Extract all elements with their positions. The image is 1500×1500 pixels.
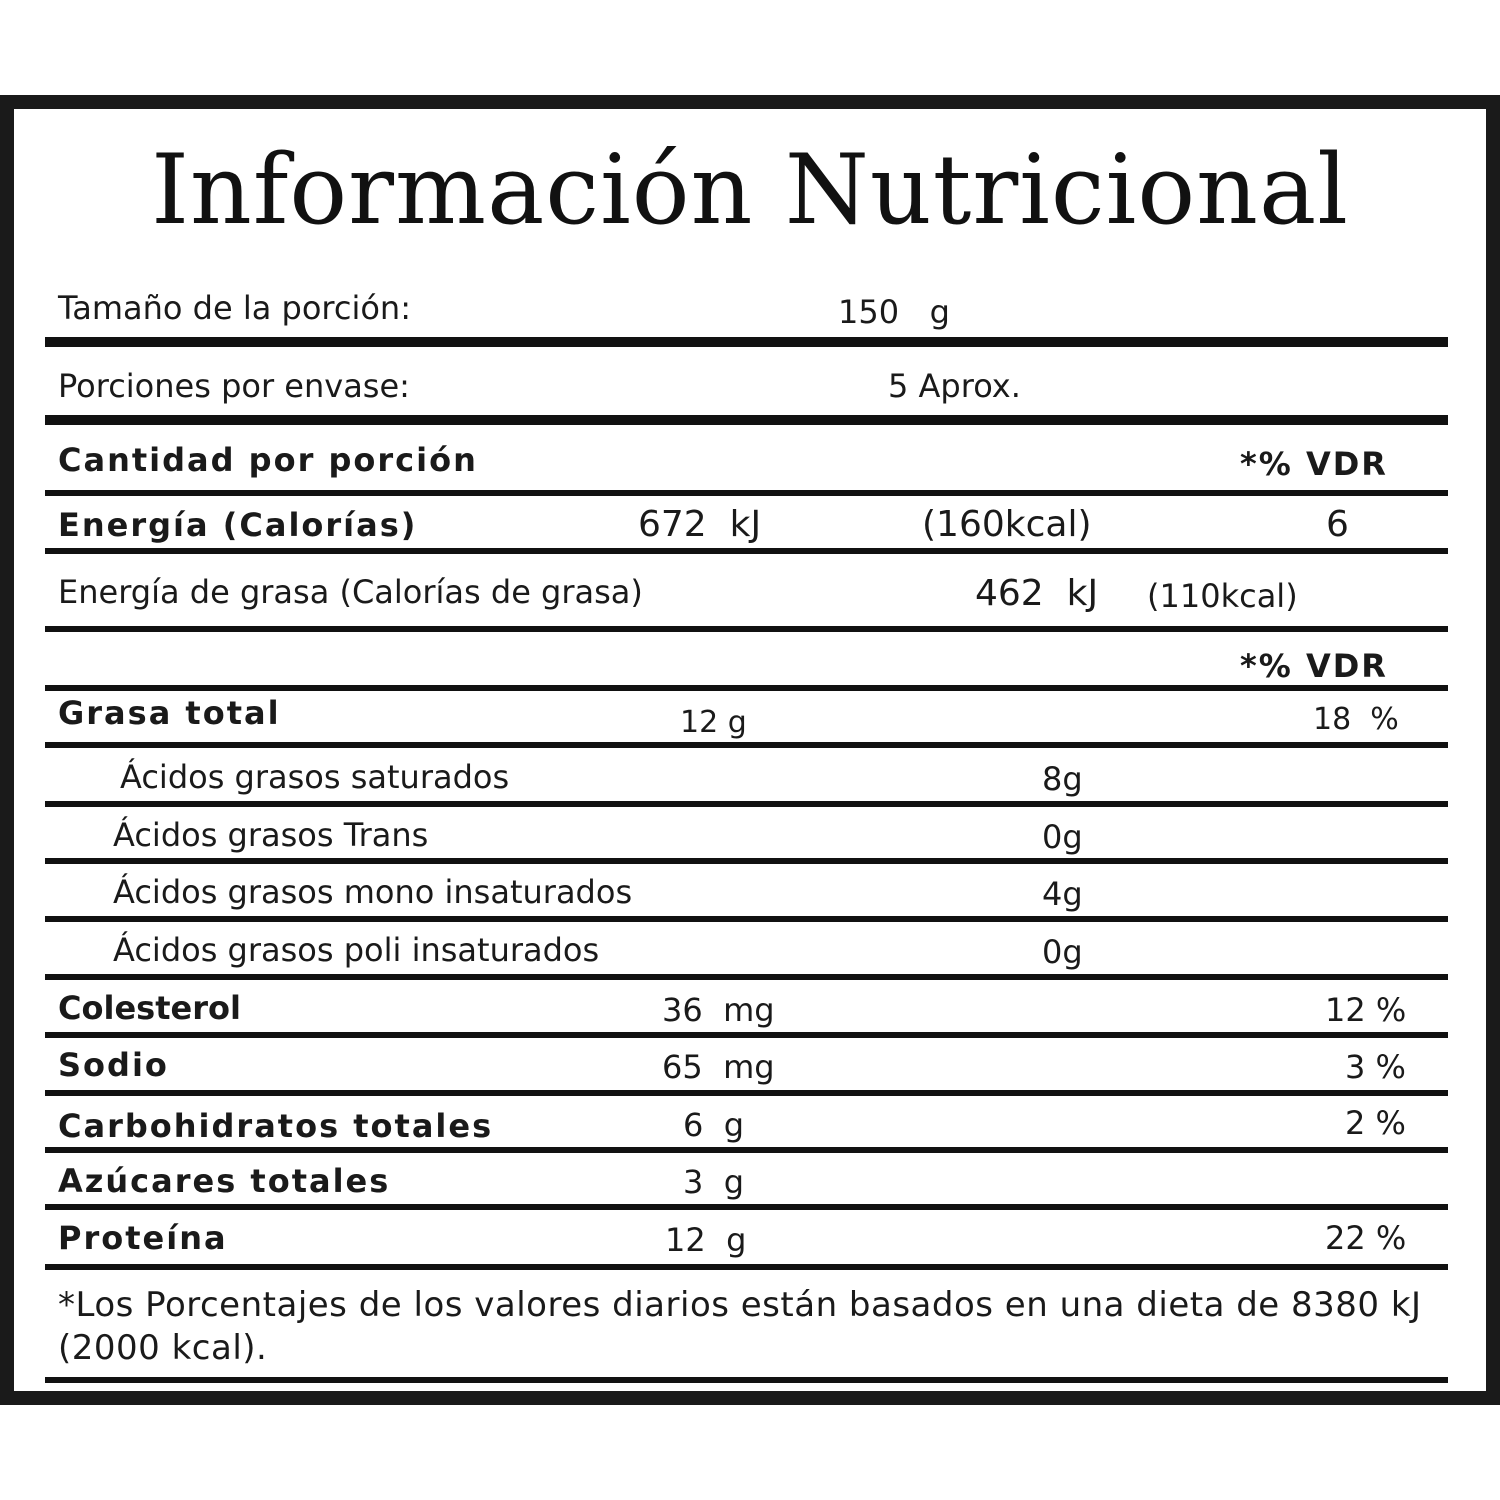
protein-label: Proteína — [58, 1219, 228, 1257]
divider — [45, 858, 1448, 864]
trans-fat-label: Ácidos grasos Trans — [113, 816, 429, 854]
energy-kcal: (160kcal) — [922, 504, 1092, 545]
vdr-header: *% VDR — [1240, 445, 1388, 483]
divider — [45, 415, 1448, 425]
serving-size-value: 150 g — [838, 293, 950, 331]
cholesterol-amount: 36 mg — [662, 991, 775, 1029]
cholesterol-label: Colesterol — [58, 989, 241, 1027]
saturated-fat-amount: 8g — [1042, 760, 1083, 798]
vdr-header-2: *% VDR — [1240, 647, 1388, 685]
divider — [45, 1377, 1448, 1383]
total-fat-vdr: 18 % — [1313, 702, 1399, 737]
divider — [45, 1090, 1448, 1096]
divider — [45, 1032, 1448, 1038]
fat-energy-label: Energía de grasa (Calorías de grasa) — [58, 573, 643, 611]
divider — [45, 490, 1448, 496]
divider — [45, 685, 1448, 691]
total-fat-label: Grasa total — [58, 694, 281, 732]
protein-amount: 12 g — [665, 1221, 747, 1259]
sodium-label: Sodio — [58, 1046, 169, 1084]
divider — [45, 916, 1448, 922]
divider — [45, 626, 1448, 632]
trans-fat-amount: 0g — [1042, 818, 1083, 856]
divider — [45, 801, 1448, 807]
servings-per-container-value: 5 Aprox. — [888, 367, 1021, 405]
carbohydrates-amount: 6 g — [683, 1106, 745, 1144]
mono-fat-label: Ácidos grasos mono insaturados — [113, 873, 633, 911]
cholesterol-vdr: 12 % — [1325, 991, 1407, 1029]
mono-fat-amount: 4g — [1042, 875, 1083, 913]
page-title: Información Nutricional — [151, 134, 1349, 246]
amount-per-serving-header: Cantidad por porción — [58, 441, 478, 479]
label-border — [0, 95, 1500, 1405]
carbohydrates-label: Carbohidratos totales — [58, 1107, 494, 1145]
total-fat-amount: 12 g — [680, 705, 747, 740]
fat-energy-kcal: (110kcal) — [1147, 577, 1298, 615]
saturated-fat-label: Ácidos grasos saturados — [120, 758, 510, 796]
fat-energy-kj: 462 kJ — [975, 573, 1099, 614]
divider — [45, 1147, 1448, 1153]
energy-label: Energía (Calorías) — [58, 506, 418, 544]
serving-size-label: Tamaño de la porción: — [58, 289, 411, 327]
divider — [45, 1204, 1448, 1210]
divider — [45, 742, 1448, 748]
divider — [45, 337, 1448, 347]
carbohydrates-vdr: 2 % — [1345, 1104, 1406, 1142]
sugars-amount: 3 g — [683, 1163, 745, 1201]
protein-vdr: 22 % — [1325, 1219, 1407, 1257]
energy-vdr: 6 — [1326, 504, 1349, 545]
poly-fat-amount: 0g — [1042, 933, 1083, 971]
servings-per-container-label: Porciones por envase: — [58, 367, 410, 405]
divider — [45, 974, 1448, 980]
energy-kj: 672 kJ — [638, 504, 762, 545]
poly-fat-label: Ácidos grasos poli insaturados — [113, 931, 600, 969]
sodium-vdr: 3 % — [1345, 1048, 1406, 1086]
divider — [45, 1264, 1448, 1270]
divider — [45, 548, 1448, 554]
sugars-label: Azúcares totales — [58, 1162, 391, 1200]
sodium-amount: 65 mg — [662, 1048, 775, 1086]
footnote: *Los Porcentajes de los valores diarios … — [58, 1285, 1422, 1368]
